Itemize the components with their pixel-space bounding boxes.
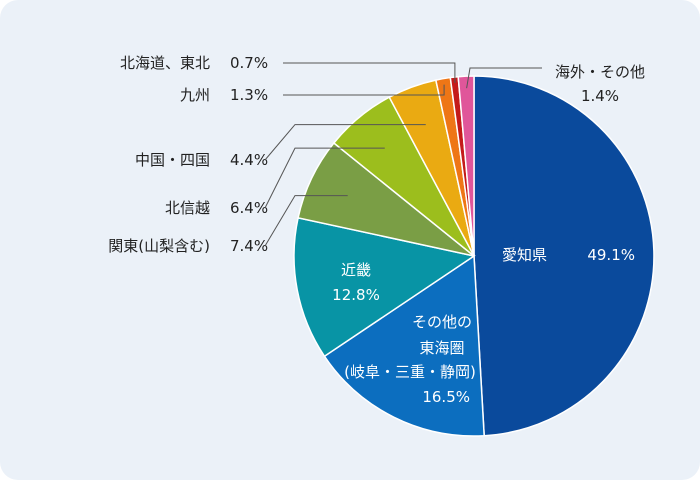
slice-label-1-line1: その他の xyxy=(412,313,472,331)
slice-pct-4: 6.4% xyxy=(230,199,268,217)
pie-slice-2 xyxy=(293,216,476,358)
pie-slice-1 xyxy=(323,254,485,437)
leader-line-8 xyxy=(466,67,542,89)
slice-label-4: 北信越 xyxy=(165,199,210,217)
slice-pct-0: 49.1% xyxy=(587,246,635,264)
slice-pct-5: 4.4% xyxy=(230,151,268,169)
slice-pct-7: 0.7% xyxy=(230,54,268,72)
leader-line-7 xyxy=(283,62,456,84)
leader-line-6 xyxy=(283,84,445,96)
leader-line-3 xyxy=(264,195,348,247)
slice-label-1-line3: (岐阜・三重・静岡) xyxy=(344,363,476,381)
slice-pct-6: 1.3% xyxy=(230,86,268,104)
slice-label-8: 海外・その他 xyxy=(555,63,645,81)
pie-slice-0 xyxy=(473,75,655,437)
slice-pct-2: 12.8% xyxy=(332,286,380,304)
slice-label-6: 九州 xyxy=(180,86,210,104)
slice-label-1-line2: 東海圏 xyxy=(419,339,464,357)
slice-label-5: 中国・四国 xyxy=(135,151,210,169)
slice-pct-8: 1.4% xyxy=(581,87,619,105)
pie-slice-8 xyxy=(457,75,475,257)
slice-label-2: 近畿 xyxy=(341,261,371,279)
leader-line-5 xyxy=(264,124,426,161)
slice-pct-1: 16.5% xyxy=(422,388,470,406)
slice-pct-3: 7.4% xyxy=(230,237,268,255)
slice-label-7: 北海道、東北 xyxy=(120,54,210,72)
slice-label-3: 関東(山梨含む) xyxy=(108,237,210,255)
leader-line-4 xyxy=(264,147,385,209)
slice-label-0: 愛知県 xyxy=(502,246,547,264)
